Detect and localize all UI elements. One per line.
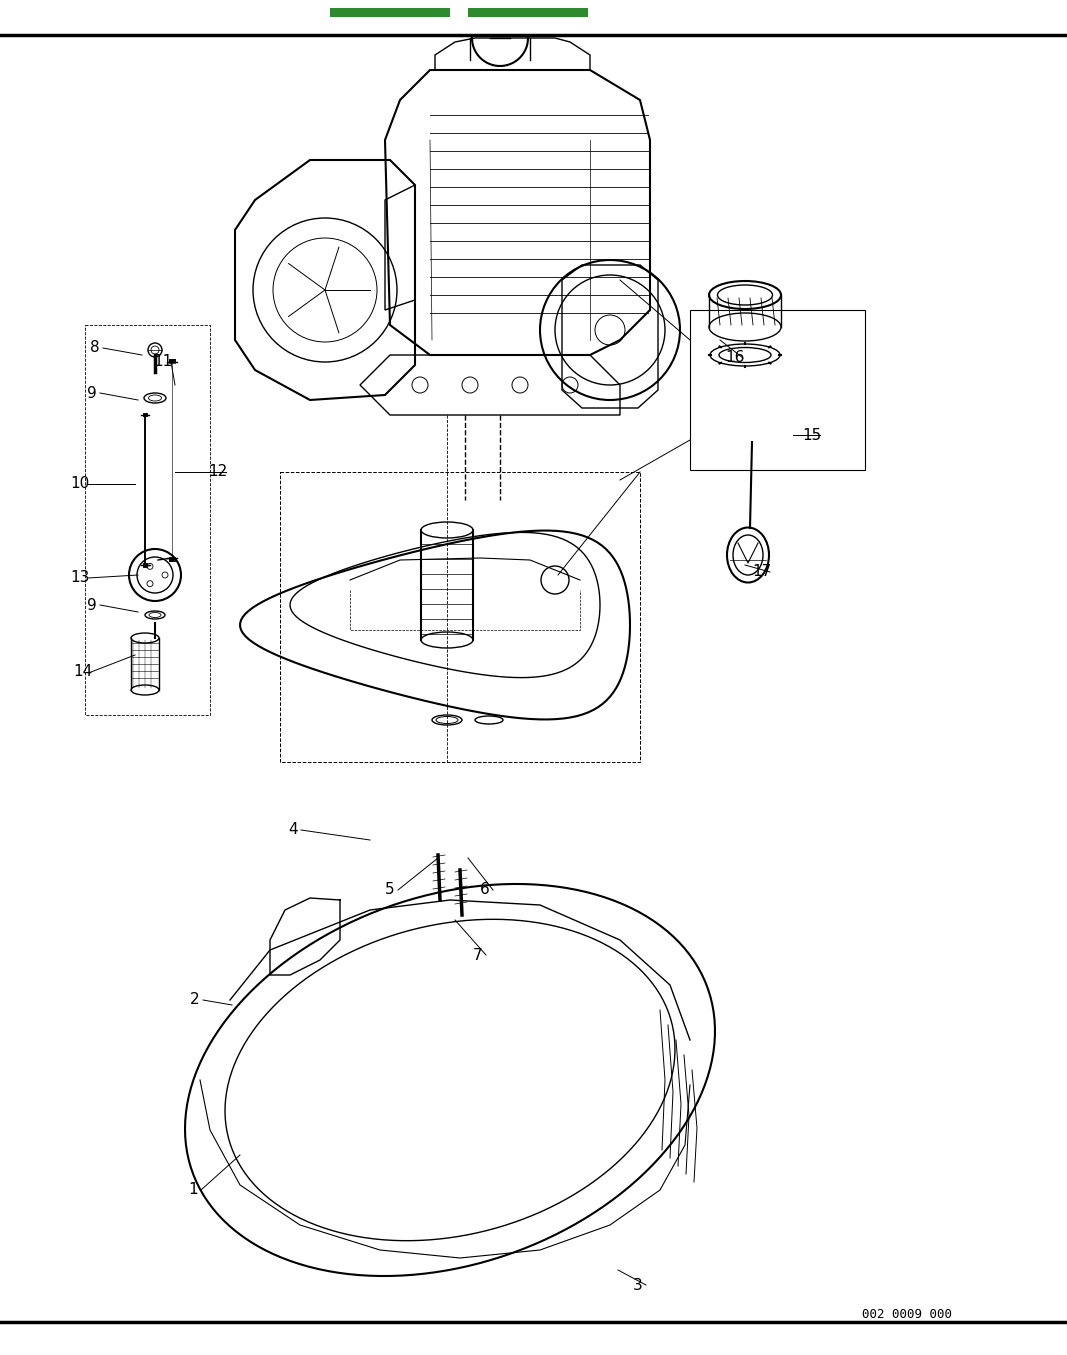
- Text: 10: 10: [70, 477, 90, 492]
- Text: 7: 7: [473, 947, 482, 962]
- Text: 13: 13: [70, 570, 90, 585]
- Text: 2: 2: [190, 992, 200, 1008]
- Text: 002 0009 000: 002 0009 000: [862, 1308, 952, 1321]
- Text: 4: 4: [288, 822, 298, 837]
- Text: 9: 9: [87, 598, 97, 612]
- Text: 11: 11: [154, 355, 173, 370]
- Text: 8: 8: [91, 340, 100, 355]
- Text: 1: 1: [188, 1183, 197, 1198]
- Text: 16: 16: [726, 351, 745, 366]
- Text: 15: 15: [802, 427, 822, 443]
- Text: 9: 9: [87, 386, 97, 401]
- Text: 14: 14: [74, 664, 93, 679]
- Text: 3: 3: [633, 1278, 643, 1293]
- Text: 12: 12: [208, 465, 227, 480]
- Text: 17: 17: [752, 565, 771, 580]
- Text: 6: 6: [480, 882, 490, 897]
- Text: 5: 5: [385, 882, 395, 897]
